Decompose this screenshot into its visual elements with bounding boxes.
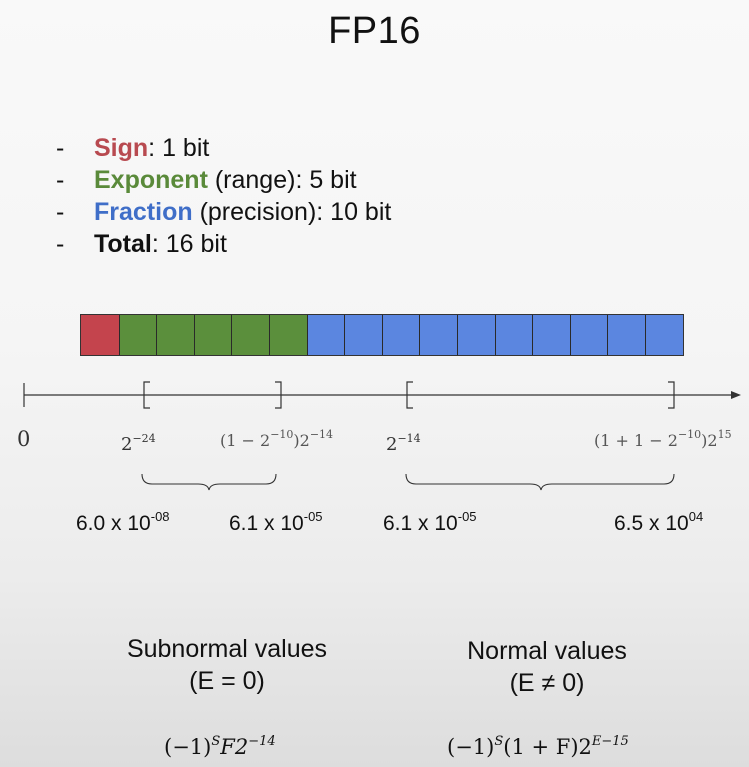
exponent-bit-cell <box>268 315 307 355</box>
exponent-bit-cell <box>156 315 194 355</box>
list-item-exponent: - Exponent (range): 5 bit <box>56 164 391 196</box>
subnormal-min-expression: 2−24 <box>121 432 156 455</box>
prefix: (1 − 2 <box>220 431 271 450</box>
sign-exponent: S <box>211 734 221 749</box>
normal-title: Normal values <box>467 637 627 665</box>
subnormal-caption: Subnormal values (E = 0) <box>97 633 357 697</box>
normal-caption: Normal values (E ≠ 0) <box>437 635 657 699</box>
base: 2 <box>386 434 398 455</box>
fraction-bit-cell <box>532 315 570 355</box>
axis-arrowhead <box>731 391 741 399</box>
fraction-bit-cell <box>644 315 683 355</box>
subnormal-left-bracket <box>143 381 150 409</box>
sign-description: : 1 bit <box>148 134 210 162</box>
normal-max-decimal: 6.5 x 1004 <box>614 509 703 536</box>
exponent-description: (range): 5 bit <box>207 166 357 194</box>
sign-factor: (−1) <box>164 735 212 759</box>
normal-left-bracket <box>406 381 413 409</box>
exponent: −14 <box>397 432 421 445</box>
bullet-dash: - <box>56 134 65 162</box>
list-item-sign: - Sign : 1 bit <box>56 132 391 164</box>
exponent: 15 <box>717 428 732 441</box>
bullet-dash: - <box>56 230 65 258</box>
list-item-total: - Total : 16 bit <box>56 228 391 260</box>
power-exponent: E−15 <box>591 734 629 749</box>
sign-exponent: S <box>494 734 504 749</box>
subnormal-max-expression: (1 − 2−10)2−14 <box>220 428 333 450</box>
bullet-dash: - <box>56 198 65 226</box>
exponent-bit-cell <box>193 315 232 355</box>
power-exponent: −14 <box>248 734 276 749</box>
normal-condition: (E ≠ 0) <box>509 669 585 697</box>
fraction-bit-cell <box>494 315 533 355</box>
fraction-term: (1 + F)2 <box>503 735 592 759</box>
normal-min-decimal: 6.1 x 10-05 <box>383 509 477 536</box>
zero-label: 0 <box>17 427 31 451</box>
total-label: Total <box>94 230 152 258</box>
subnormal-condition: (E = 0) <box>189 667 265 695</box>
normal-right-bracket <box>668 381 675 409</box>
normal-min-expression: 2−14 <box>386 432 421 455</box>
prefix: (1 + 1 − 2 <box>594 431 678 450</box>
exponent-label: Exponent <box>94 166 208 194</box>
exponent-bit-cell <box>118 315 157 355</box>
sign-label: Sign <box>94 134 149 162</box>
fraction-bit-cell <box>381 315 420 355</box>
exponent: −24 <box>132 432 156 445</box>
fraction-bit-cell <box>344 315 382 355</box>
page-title: FP16 <box>328 10 421 52</box>
fraction-bit-cell <box>569 315 608 355</box>
fraction-description: (precision): 10 bit <box>192 198 392 226</box>
mantissa: 6.0 x 10 <box>76 512 151 535</box>
exponent: 04 <box>688 509 704 524</box>
inner-exponent: −10 <box>677 428 702 441</box>
number-line-diagram <box>23 381 741 491</box>
subnormal-formula: (−1)SF2−14 <box>164 734 276 759</box>
fraction-bit-cell <box>306 315 345 355</box>
fraction-bit-cell <box>419 315 457 355</box>
sign-bit-cell <box>81 315 119 355</box>
subnormal-right-bracket <box>275 381 282 409</box>
normal-max-expression: (1 + 1 − 2−10)215 <box>594 428 732 450</box>
mid: )2 <box>293 431 310 450</box>
subnormal-title: Subnormal values <box>126 635 328 663</box>
fraction-bit-cell <box>607 315 645 355</box>
exponent: -05 <box>303 509 323 524</box>
mantissa: 6.1 x 10 <box>383 512 458 535</box>
mantissa: 6.1 x 10 <box>229 512 304 535</box>
exponent: -08 <box>150 509 170 524</box>
inner-exponent: −10 <box>270 428 294 441</box>
base: 2 <box>121 434 133 455</box>
bit-layout-bar <box>80 314 684 356</box>
subnormal-min-decimal: 6.0 x 10-08 <box>76 509 170 536</box>
mid: )2 <box>701 431 718 450</box>
exponent: −14 <box>309 428 334 441</box>
bullet-dash: - <box>56 166 65 194</box>
fraction-bit-cell <box>456 315 495 355</box>
normal-brace <box>405 473 675 491</box>
fraction-term: F2 <box>220 735 249 759</box>
bit-summary-list: - Sign : 1 bit - Exponent (range): 5 bit… <box>56 132 391 260</box>
exponent: -05 <box>457 509 477 524</box>
normal-formula: (−1)S(1 + F)2E−15 <box>447 734 629 759</box>
mantissa: 6.5 x 10 <box>614 512 689 535</box>
list-item-fraction: - Fraction (precision): 10 bit <box>56 196 391 228</box>
fraction-label: Fraction <box>94 198 193 226</box>
sign-factor: (−1) <box>447 735 495 759</box>
total-description: : 16 bit <box>151 230 227 258</box>
exponent-bit-cell <box>231 315 269 355</box>
subnormal-brace <box>141 473 277 491</box>
subnormal-max-decimal: 6.1 x 10-05 <box>229 509 323 536</box>
